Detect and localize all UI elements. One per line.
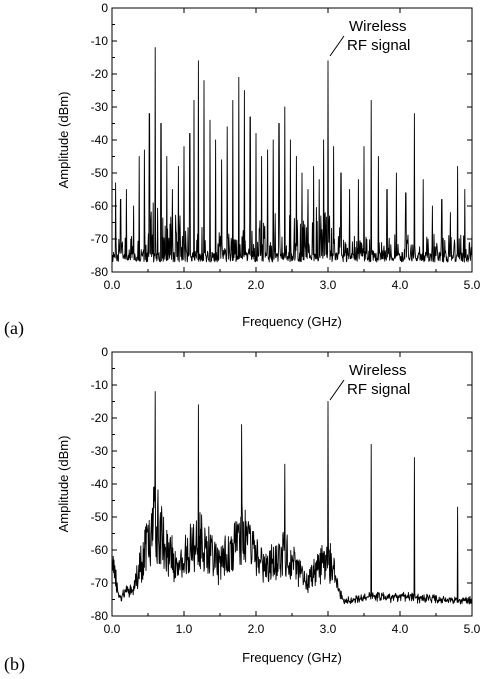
y-tick-label-a-0: 0: [101, 1, 108, 15]
annotation-line1-a: Wireless: [349, 18, 407, 35]
y-tick-label-b-0: 0: [101, 345, 108, 359]
annotation-arrow-b: [329, 379, 345, 401]
x-tick-label-b-5: 5.0: [464, 622, 481, 636]
y-tick-label-b-5: -50: [91, 510, 109, 524]
y-tick-label-b-8: -80: [91, 609, 109, 623]
x-tick-label-b-0: 0.0: [104, 622, 121, 636]
axes-b: 0.0 1.0 2.0 3.0 4.0 5.0 0 -10 -20 -30 -40 -50 -60 -70…: [91, 345, 481, 636]
y-axis-title-a: Amplitude (dBm): [56, 92, 71, 189]
panel-label-b: (b): [4, 654, 25, 675]
annotation-arrow-a: [329, 35, 345, 57]
x-tick-label-a-2: 2.0: [248, 278, 265, 292]
x-tick-label-b-4: 4.0: [392, 622, 409, 636]
annotation-line2-a: RF signal: [347, 37, 410, 54]
y-tick-label-b-3: -30: [91, 444, 109, 458]
panel-label-a: (a): [4, 318, 24, 339]
x-tick-label-a-5: 5.0: [464, 278, 481, 292]
axes-a: 0.0 1.0 2.0 3.0 4.0 5.0 0 -10 -20 -30 -40 -50 -60 -70…: [91, 1, 481, 292]
x-tick-label-b-1: 1.0: [176, 622, 193, 636]
y-tick-label-a-7: -70: [91, 232, 109, 246]
y-tick-label-a-4: -40: [91, 133, 109, 147]
panel-a: 0.0 1.0 2.0 3.0 4.0 5.0 0 -10 -20 -30 -40 -50 -60 -70…: [4, 1, 481, 339]
x-tick-label-b-3: 3.0: [320, 622, 337, 636]
plot-frame-b: [111, 351, 473, 617]
x-tick-label-a-0: 0.0: [104, 278, 121, 292]
panel-b: 0.0 1.0 2.0 3.0 4.0 5.0 0 -10 -20 -30 -40 -50 -60 -70…: [4, 345, 481, 675]
x-axis-title-b: Frequency (GHz): [242, 650, 342, 665]
spectrum-trace-b: [111, 391, 473, 605]
y-tick-label-b-7: -70: [91, 576, 109, 590]
y-tick-label-b-1: -10: [91, 378, 109, 392]
y-tick-label-b-4: -40: [91, 477, 109, 491]
y-tick-label-a-3: -30: [91, 100, 109, 114]
y-tick-label-b-2: -20: [91, 411, 109, 425]
spectrum-trace-a: [111, 47, 473, 263]
x-tick-label-a-1: 1.0: [176, 278, 193, 292]
x-tick-label-b-2: 2.0: [248, 622, 265, 636]
y-tick-label-a-8: -80: [91, 265, 109, 279]
annotation-line1-b: Wireless: [349, 362, 407, 379]
annotation-line2-b: RF signal: [347, 381, 410, 398]
plot-frame-a: [111, 7, 473, 273]
y-tick-label-a-5: -50: [91, 166, 109, 180]
x-axis-title-a: Frequency (GHz): [242, 314, 342, 329]
y-tick-label-a-1: -10: [91, 34, 109, 48]
y-tick-label-b-6: -60: [91, 543, 109, 557]
y-tick-label-a-2: -20: [91, 67, 109, 81]
y-axis-title-b: Amplitude (dBm): [56, 436, 71, 533]
x-tick-label-a-3: 3.0: [320, 278, 337, 292]
y-tick-label-a-6: -60: [91, 199, 109, 213]
x-tick-label-a-4: 4.0: [392, 278, 409, 292]
